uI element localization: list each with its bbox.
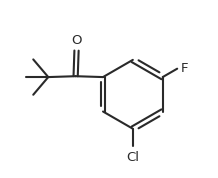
Text: F: F <box>181 62 189 75</box>
Text: Cl: Cl <box>126 151 139 164</box>
Text: O: O <box>71 34 82 47</box>
